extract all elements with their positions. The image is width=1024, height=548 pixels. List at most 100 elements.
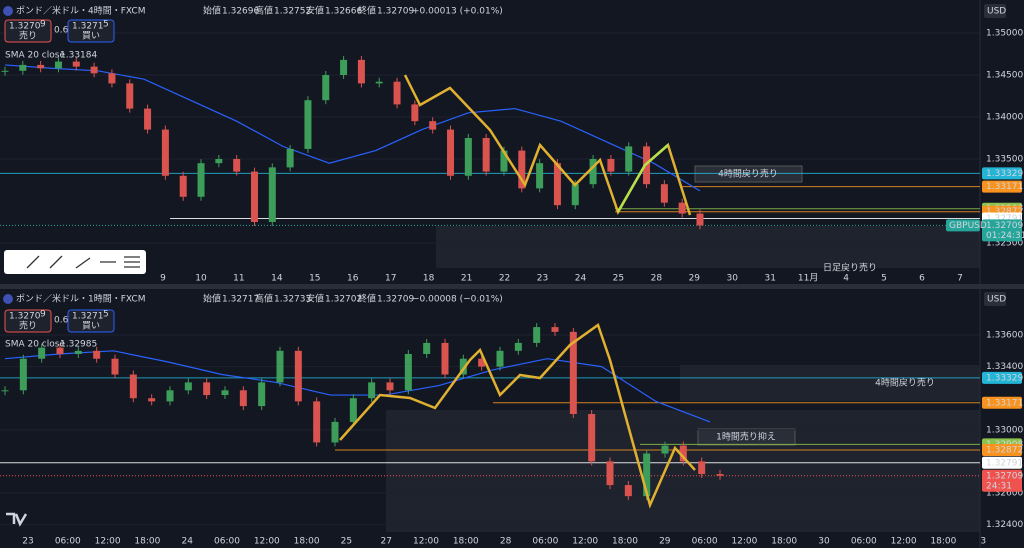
candle: [38, 347, 46, 359]
sell-label: 売り: [19, 30, 37, 42]
pane: 1.33600 1.33400 1.33000 1.32600 1.32400 23 06:…: [0, 292, 1023, 547]
x-tick-label: 18:00: [134, 537, 160, 547]
candle: [179, 175, 187, 197]
symbol: ポンド／米ドル・1時間・FXCM: [16, 293, 145, 305]
price-tag-label: 1.33171: [986, 398, 1023, 408]
candle: [1, 70, 9, 72]
candle: [368, 382, 376, 399]
x-tick-label: 30: [818, 537, 830, 547]
sell-button[interactable]: [4, 19, 52, 43]
annotation: 1時間売り抑え: [716, 431, 776, 443]
x-tick-label: 12:00: [413, 537, 439, 547]
candle: [313, 401, 321, 443]
candle: [607, 158, 615, 172]
candle: [533, 327, 541, 343]
buy-button[interactable]: [67, 19, 115, 43]
symbol-tag-label: GBPUSD: [949, 221, 987, 231]
y-tick-label: 1.34000: [986, 112, 1023, 122]
candle: [606, 461, 614, 486]
x-tick-label: 06:00: [55, 537, 81, 547]
x-tick-label: 27: [380, 537, 391, 547]
candle: [215, 158, 223, 164]
x-tick-label: 29: [689, 274, 701, 284]
symbol: ポンド／米ドル・4時間・FXCM: [16, 5, 145, 17]
candle: [393, 81, 401, 105]
candle: [500, 150, 508, 172]
candle: [250, 171, 258, 222]
x-tick-label: 5: [881, 274, 887, 284]
candle: [569, 331, 577, 415]
ohlc-label: 始値: [203, 293, 221, 305]
candle: [429, 121, 437, 130]
candle: [447, 129, 455, 176]
countdown: 24:31: [986, 481, 1012, 491]
ohlc-value: 1.32696: [222, 7, 259, 17]
x-tick-label: 22: [499, 274, 510, 284]
x-tick-label: 17: [385, 274, 396, 284]
price-tag-label: 1.33329: [986, 169, 1023, 179]
currency-button[interactable]: [984, 4, 1006, 18]
candle: [331, 421, 339, 443]
buy-button[interactable]: [67, 309, 115, 333]
annotation: 4時間戻り売り: [875, 377, 935, 389]
candle: [698, 461, 706, 475]
price-tag-label: 1.32791: [986, 458, 1023, 468]
candle: [203, 382, 211, 396]
last-price-label: 1.32709: [986, 221, 1023, 231]
sell-price: 1.3270: [9, 312, 41, 322]
toolbar-icons[interactable]: [26, 255, 140, 269]
candle: [518, 150, 526, 189]
x-tick-label: 25: [613, 274, 624, 284]
candle: [90, 66, 98, 74]
candle: [551, 327, 559, 332]
x-tick-label: 06:00: [851, 537, 877, 547]
drawing-toolbar[interactable]: [4, 250, 146, 274]
annotation: 日足戻り売り: [823, 262, 877, 274]
x-tick-label: 21: [461, 274, 472, 284]
candle: [589, 158, 597, 185]
x-tick-label: 7: [957, 274, 963, 284]
spread: 0.6: [54, 316, 69, 326]
ohlc-label: 終値: [358, 5, 376, 17]
currency-button[interactable]: [984, 292, 1006, 306]
sell-button[interactable]: [4, 309, 52, 333]
drawn-wave: [616, 144, 669, 213]
zone: [436, 226, 980, 268]
candle: [624, 485, 632, 497]
annotation: 4時間戻り売り: [718, 168, 778, 180]
x-tick-label: 12:00: [95, 537, 121, 547]
ohlc-value: 1.32666: [325, 7, 362, 17]
x-tick-label: 23: [22, 537, 33, 547]
candle: [478, 358, 486, 367]
x-tick-label: 23: [537, 274, 548, 284]
x-tick-label: 15: [309, 274, 320, 284]
candle: [161, 129, 169, 176]
x-tick-label: 16: [347, 274, 359, 284]
price-tag: [982, 180, 1022, 193]
y-tick-label: 1.34500: [986, 70, 1023, 80]
last-price-tag: [982, 469, 1022, 492]
sell-label: 売り: [19, 320, 37, 332]
sma-value: 1.33184: [60, 51, 97, 61]
x-tick-label: 06:00: [532, 537, 558, 547]
candle: [536, 163, 544, 189]
y-tick-label: 1.33500: [986, 154, 1023, 164]
candle: [588, 414, 596, 462]
candle: [276, 350, 284, 383]
ohlc-value: 1.32709: [377, 295, 414, 305]
annotation-box: [694, 165, 803, 183]
candle: [54, 61, 62, 69]
candle: [239, 390, 247, 407]
price-tag-label: 1.32872: [986, 446, 1023, 456]
price-tag: [982, 371, 1022, 384]
y-tick-label: 1.33000: [986, 425, 1023, 435]
sell-sup: 9: [40, 20, 46, 30]
x-tick-label: 18: [423, 274, 435, 284]
candle: [197, 163, 205, 197]
buy-sup: 5: [103, 310, 109, 320]
candle: [56, 347, 64, 354]
candle: [1, 390, 9, 392]
x-tick-label: 10: [195, 274, 207, 284]
y-tick-label: 1.32600: [986, 488, 1023, 498]
candle: [233, 158, 241, 172]
